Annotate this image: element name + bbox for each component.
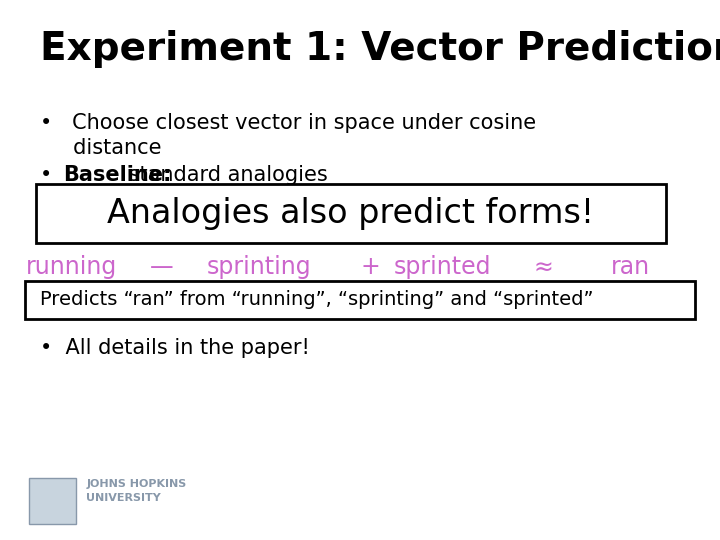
- Text: JOHNS HOPKINS
UNIVERSITY: JOHNS HOPKINS UNIVERSITY: [86, 480, 186, 503]
- Text: •   Choose closest vector in space under cosine: • Choose closest vector in space under c…: [40, 113, 536, 133]
- Text: •  All details in the paper!: • All details in the paper!: [40, 338, 310, 357]
- FancyBboxPatch shape: [29, 478, 76, 524]
- Text: sprinting: sprinting: [207, 255, 312, 279]
- Text: Baseline:: Baseline:: [63, 165, 171, 185]
- Text: +: +: [361, 255, 381, 279]
- Text: standard analogies: standard analogies: [122, 165, 328, 185]
- Text: Experiment 1: Vector Prediction: Experiment 1: Vector Prediction: [40, 30, 720, 68]
- Text: —: —: [150, 255, 174, 279]
- FancyBboxPatch shape: [25, 281, 695, 319]
- Text: Predicts “ran” from “running”, “sprinting” and “sprinted”: Predicts “ran” from “running”, “sprintin…: [40, 290, 593, 309]
- Text: ≈: ≈: [534, 255, 554, 279]
- Text: running: running: [27, 255, 117, 279]
- FancyBboxPatch shape: [36, 184, 666, 243]
- Text: •: •: [40, 165, 58, 185]
- Text: sprinted: sprinted: [394, 255, 492, 279]
- Text: Analogies also predict forms!: Analogies also predict forms!: [107, 197, 595, 230]
- Text: distance: distance: [40, 138, 161, 158]
- Text: ran: ran: [611, 255, 649, 279]
